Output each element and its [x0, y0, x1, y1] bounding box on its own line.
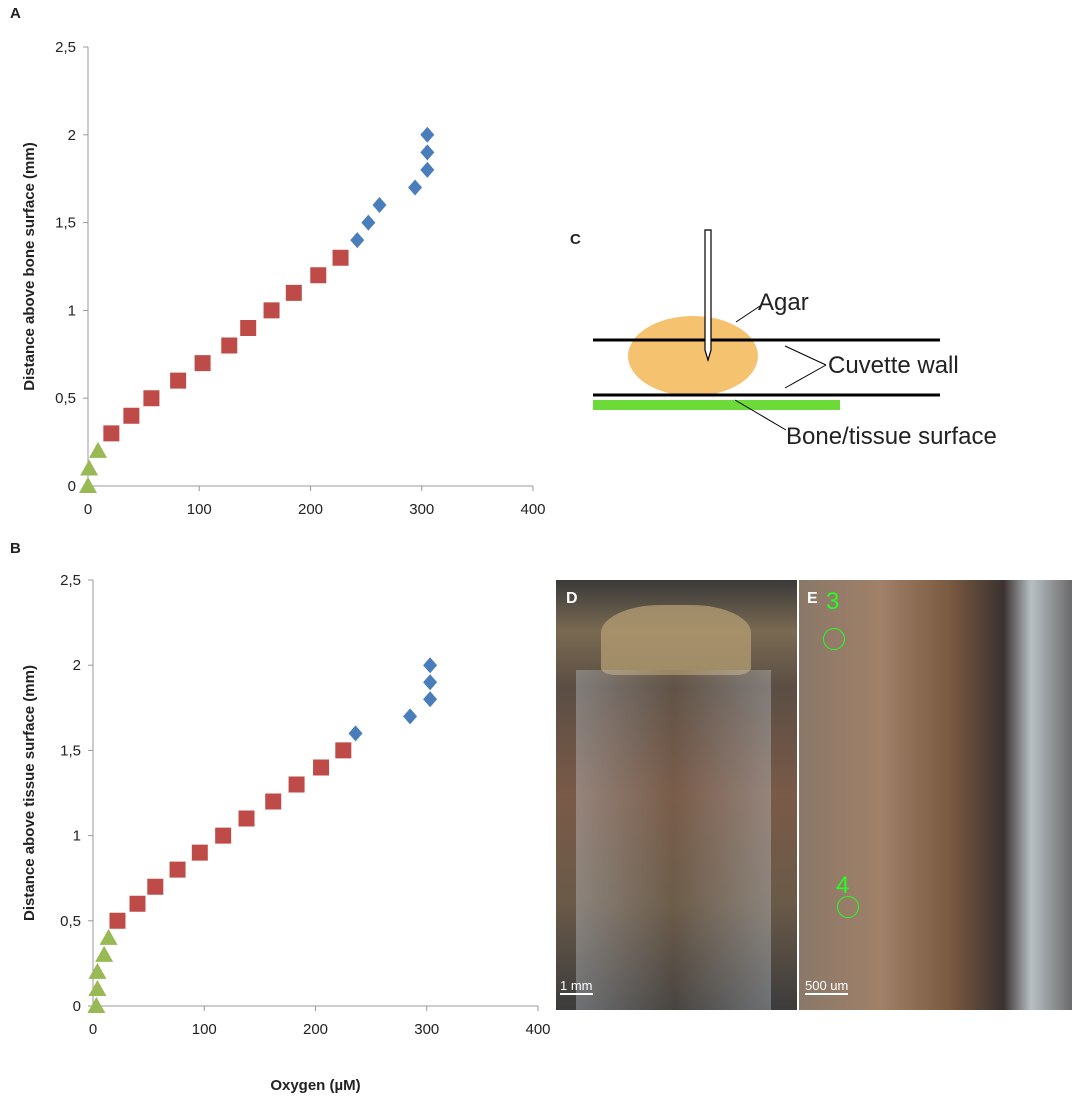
point	[310, 267, 327, 284]
point	[348, 725, 363, 742]
panel-label: D	[566, 590, 578, 607]
x-tick-label: 300	[414, 1021, 439, 1038]
point	[361, 214, 376, 231]
x-tick-label: 300	[409, 501, 434, 518]
y-axis-title: Distance above tissue surface (mm)	[21, 665, 38, 921]
point	[403, 708, 418, 725]
point	[221, 337, 238, 354]
needle	[704, 229, 712, 363]
site-label: 4	[836, 872, 850, 899]
site-label: 3	[826, 588, 840, 615]
agar-drop	[628, 316, 758, 396]
point	[423, 691, 438, 708]
point	[215, 827, 232, 844]
point	[423, 657, 438, 674]
point	[194, 355, 211, 372]
point	[88, 979, 107, 996]
y-axis-title: Distance above bone surface (mm)	[21, 142, 38, 390]
x-tick-label: 100	[192, 1021, 217, 1038]
point	[423, 674, 438, 691]
point	[170, 372, 187, 389]
diagram-label: Agar	[758, 289, 809, 316]
photo: D 1 mm	[556, 580, 797, 1010]
scale-bar: 1 mm	[560, 978, 593, 995]
x-tick-label: 100	[187, 501, 212, 518]
diagram-label: Bone/tissue surface	[786, 423, 997, 450]
panel-label: C	[570, 231, 581, 248]
x-tick-label: 200	[298, 501, 323, 518]
y-tick-label: 2	[68, 127, 76, 144]
point	[79, 477, 97, 493]
leader	[784, 364, 827, 389]
point	[350, 232, 365, 249]
point	[335, 742, 352, 759]
point	[240, 319, 257, 336]
y-tick-label: 0	[73, 998, 81, 1015]
y-tick-label: 2,5	[60, 572, 81, 589]
point	[95, 945, 114, 962]
x-tick-label: 200	[303, 1021, 328, 1038]
panel-label: B	[10, 540, 21, 557]
x-axis-title: Oxygen (µM)	[270, 1077, 360, 1094]
point	[80, 459, 99, 476]
point	[332, 249, 349, 266]
point	[103, 425, 120, 442]
point	[89, 441, 108, 458]
y-tick-label: 0	[68, 478, 76, 495]
point	[143, 390, 160, 407]
x-tick-label: 0	[89, 1021, 97, 1038]
point	[169, 861, 186, 878]
point	[408, 179, 423, 196]
point	[372, 197, 387, 214]
site-ring	[823, 628, 845, 650]
diagram-label: Cuvette wall	[828, 352, 959, 379]
leader	[734, 399, 787, 431]
point	[109, 912, 126, 929]
point	[420, 161, 435, 178]
y-tick-label: 0,5	[60, 913, 81, 930]
point	[191, 844, 208, 861]
point	[263, 302, 280, 319]
point	[123, 407, 140, 424]
y-tick-label: 1,5	[60, 742, 81, 759]
y-tick-label: 2	[73, 657, 81, 674]
point	[147, 878, 164, 895]
scale-bar: 500 um	[805, 978, 849, 995]
point	[285, 284, 302, 301]
photo: E 3 4 500 um	[799, 580, 1072, 1010]
panel-label: A	[10, 5, 21, 22]
y-tick-label: 1	[73, 828, 81, 845]
panel-label: E	[807, 590, 818, 607]
point	[313, 759, 330, 776]
y-tick-label: 1	[68, 302, 76, 319]
point	[420, 144, 435, 161]
bone-surface	[593, 400, 840, 410]
leader	[784, 345, 827, 366]
point	[288, 776, 305, 793]
point	[265, 793, 282, 810]
point	[88, 962, 107, 979]
x-tick-label: 0	[84, 501, 92, 518]
diagram: C Agar Cuvette wall Bone/tissue surface	[570, 229, 997, 450]
y-tick-label: 1,5	[55, 215, 76, 232]
point	[87, 997, 106, 1013]
x-tick-label: 400	[520, 501, 545, 518]
y-tick-label: 2,5	[55, 39, 76, 56]
leader	[735, 305, 761, 323]
y-tick-label: 0,5	[55, 390, 76, 407]
x-tick-label: 400	[525, 1021, 550, 1038]
site-ring	[837, 896, 859, 918]
point	[238, 810, 255, 827]
point	[420, 126, 435, 143]
point	[129, 895, 146, 912]
point	[99, 928, 118, 945]
